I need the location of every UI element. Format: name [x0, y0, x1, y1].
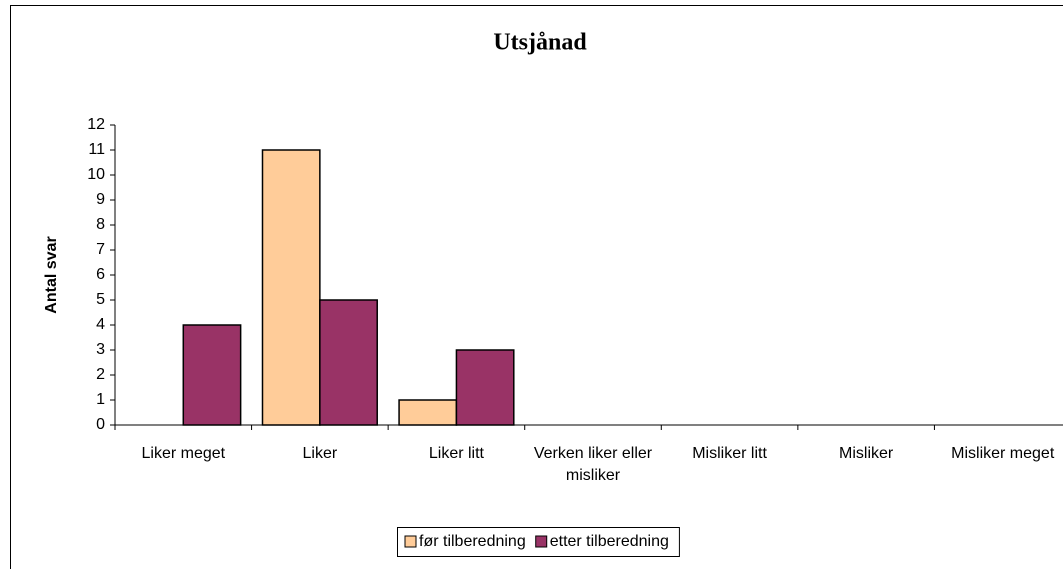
chart-title: Utsjånad	[493, 30, 587, 56]
x-tick-label: Liker meget	[141, 445, 226, 462]
x-tick-label: Misliker	[839, 445, 894, 462]
y-tick-label: 7	[96, 241, 105, 258]
bar	[261, 149, 321, 426]
y-tick-label: 0	[96, 416, 105, 433]
y-tick-label: 2	[96, 366, 105, 383]
y-axis-label: Antal svar	[43, 236, 60, 313]
bar	[398, 399, 458, 426]
x-tick-label: Verken liker eller misliker	[533, 445, 653, 484]
chart-border	[10, 5, 1063, 569]
x-tick-label: Misliker litt	[692, 445, 767, 462]
x-tick-label: Misliker meget	[951, 445, 1055, 462]
legend-label: før tilberedning	[419, 533, 526, 550]
legend-label: etter tilberedning	[550, 533, 669, 550]
y-tick-label: 10	[87, 166, 105, 183]
y-tick-label: 1	[96, 391, 105, 408]
bar	[182, 324, 242, 426]
legend-swatch	[404, 535, 417, 548]
y-tick-label: 5	[96, 291, 105, 308]
y-tick-label: 11	[88, 141, 105, 158]
y-tick-label: 3	[96, 341, 105, 358]
y-tick-label: 8	[96, 216, 105, 233]
y-tick-label: 4	[96, 316, 105, 333]
y-tick-label: 12	[87, 116, 105, 133]
bar	[319, 299, 378, 426]
bar	[455, 349, 515, 426]
x-tick-label: Liker litt	[428, 445, 484, 462]
y-tick-label: 9	[96, 191, 105, 208]
legend-swatch	[535, 535, 548, 548]
y-tick-label: 6	[96, 266, 105, 283]
x-tick-label: Liker	[302, 445, 338, 462]
